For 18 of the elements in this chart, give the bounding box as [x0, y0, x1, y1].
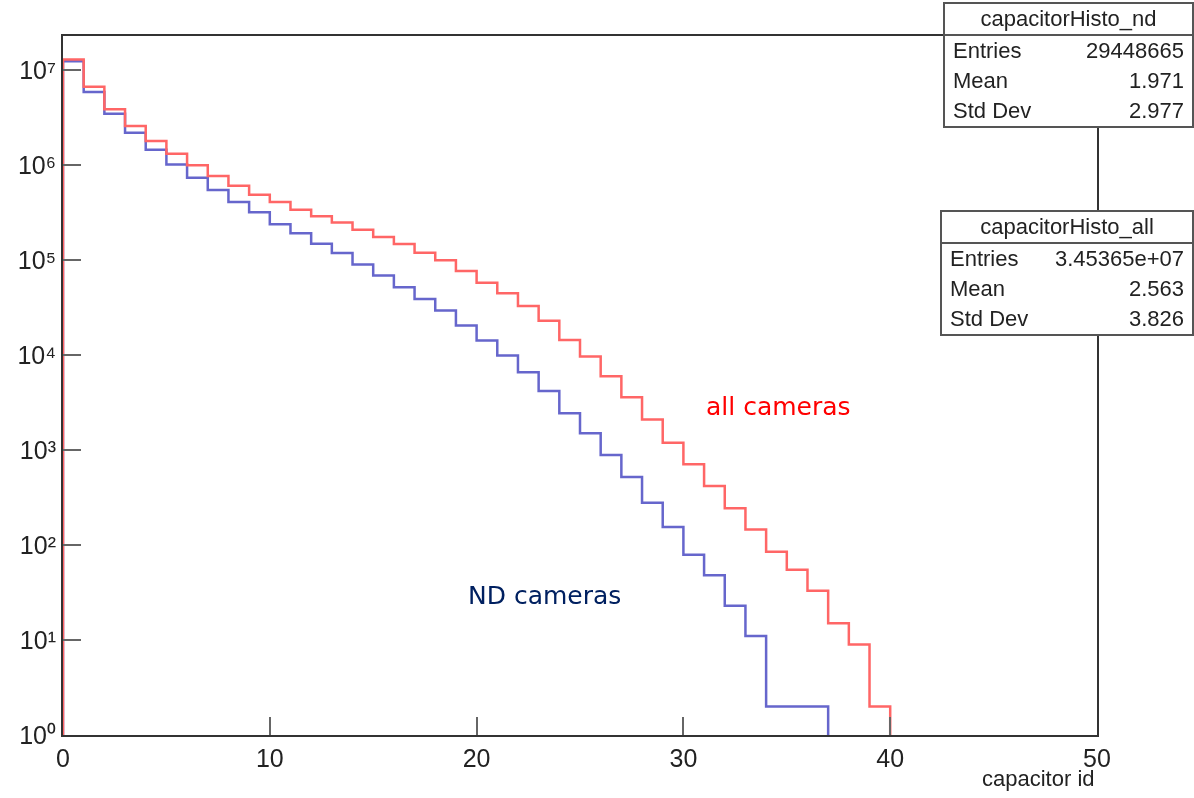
series-label: all cameras	[706, 392, 851, 421]
text: ND cameras	[468, 581, 622, 610]
x-tick-label: 30	[669, 744, 698, 772]
y-tick-label: 10²	[19, 530, 56, 559]
x-axis-title: capacitor id	[982, 766, 1095, 791]
y-tick-label: 10⁷	[19, 56, 56, 85]
y-tick-label: 10⁶	[17, 151, 56, 180]
text: capacitorHisto_all Entries 3.45365e+07 Mean 2.563 Std Dev 3.826	[950, 214, 1184, 331]
x-tick-label: 40	[876, 744, 905, 772]
y-tick-label: 10⁵	[17, 246, 56, 274]
y-tick-label: 10¹	[19, 625, 56, 654]
y-tick-label: 10³	[19, 435, 56, 464]
x-tick-label: 0	[56, 744, 70, 772]
x-tick-label: 10	[255, 744, 284, 772]
text: capacitorHisto_nd Entries 29448665 Mean 1.971 Std Dev 2.977	[953, 6, 1184, 123]
y-tick-label: 10⁴	[17, 340, 56, 369]
y-tick-label: 10⁰	[19, 720, 56, 749]
x-tick-label: 20	[462, 744, 491, 772]
